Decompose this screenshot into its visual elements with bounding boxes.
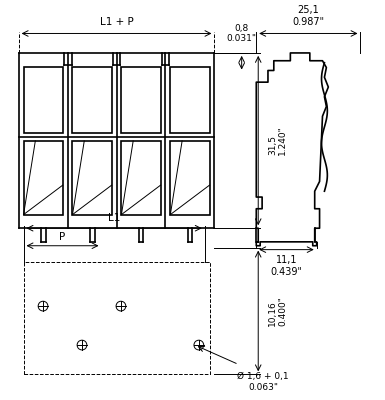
- Text: 10,16
0.400": 10,16 0.400": [268, 296, 287, 326]
- Text: L1 + P: L1 + P: [100, 17, 134, 27]
- Text: 11,1
0.439": 11,1 0.439": [271, 256, 303, 277]
- Bar: [170, 141, 209, 214]
- Text: 25,1
0.987": 25,1 0.987": [292, 5, 325, 27]
- Text: L1: L1: [108, 213, 120, 223]
- Bar: [121, 66, 161, 133]
- Bar: [72, 141, 112, 214]
- Text: P: P: [59, 232, 65, 242]
- Bar: [170, 66, 209, 133]
- Text: 31,5
1.240": 31,5 1.240": [268, 126, 287, 156]
- Bar: [23, 262, 209, 374]
- Bar: [23, 66, 63, 133]
- Bar: [72, 66, 112, 133]
- Bar: [23, 141, 63, 214]
- Text: Ø 1,6 + 0,1
0.063": Ø 1,6 + 0,1 0.063": [237, 372, 289, 392]
- Bar: [121, 141, 161, 214]
- Text: 0,8
0.031": 0,8 0.031": [227, 24, 257, 43]
